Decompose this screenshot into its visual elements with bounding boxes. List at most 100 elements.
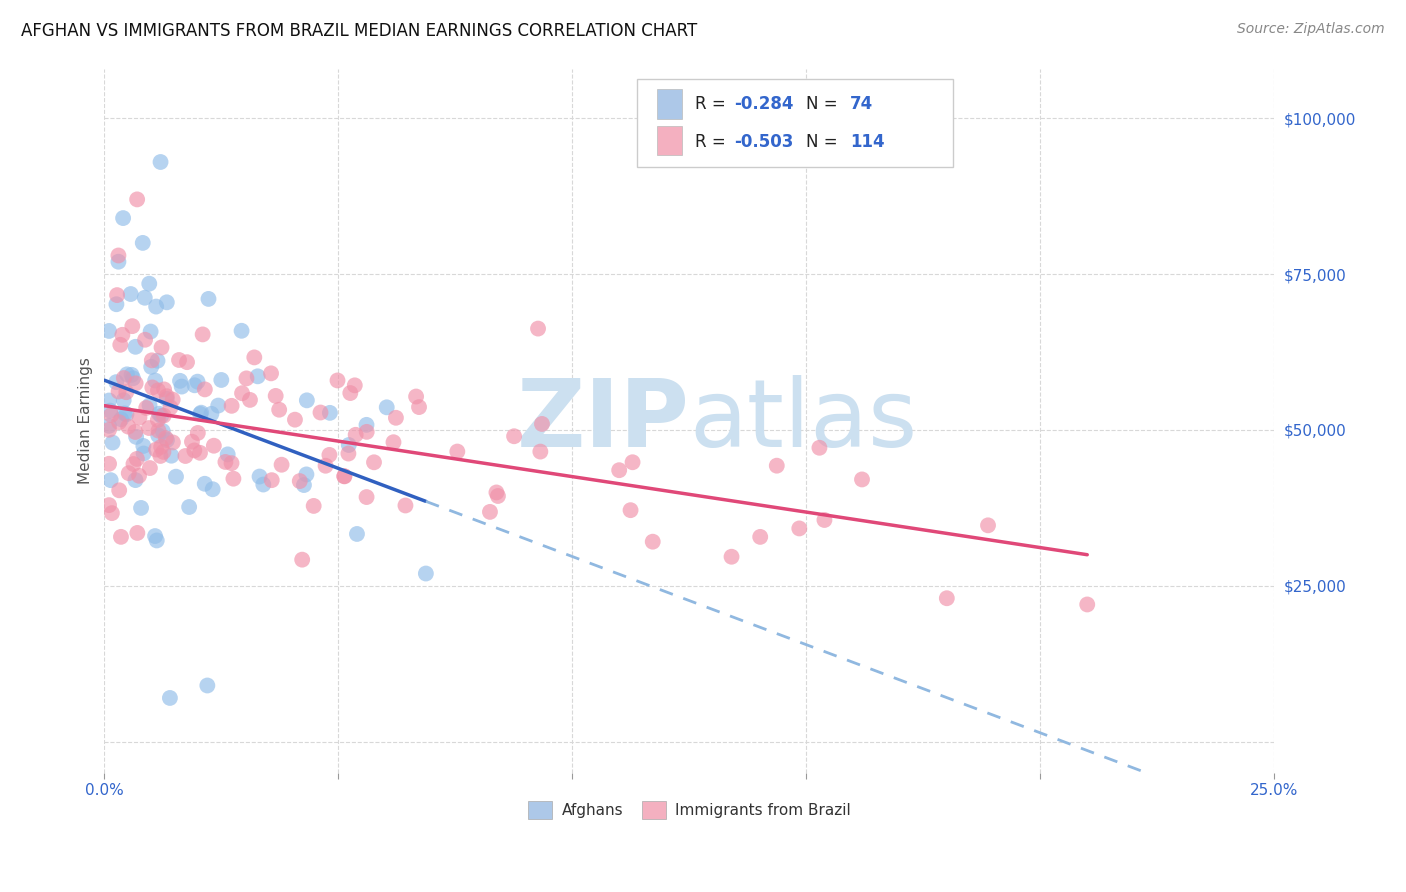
Point <box>138 421 160 435</box>
Legend: Afghans, Immigrants from Brazil: Afghans, Immigrants from Brazil <box>522 795 858 825</box>
Point <box>478 505 501 519</box>
Point <box>1076 598 1098 612</box>
Point <box>134 333 156 347</box>
Point <box>105 288 128 302</box>
Point <box>124 473 146 487</box>
Point <box>315 458 337 473</box>
Point <box>121 319 143 334</box>
Point <box>118 466 141 480</box>
Point <box>100 473 122 487</box>
Point <box>529 444 551 458</box>
Point <box>176 355 198 369</box>
Point <box>127 193 149 207</box>
Point <box>209 373 232 387</box>
Point <box>375 401 398 415</box>
Point <box>207 399 229 413</box>
Point <box>195 678 218 692</box>
Point <box>98 423 121 437</box>
Point <box>100 408 122 422</box>
Point <box>408 400 430 414</box>
Point <box>935 591 957 606</box>
Point <box>851 472 873 486</box>
Text: Source: ZipAtlas.com: Source: ZipAtlas.com <box>1237 22 1385 37</box>
Point <box>343 378 366 392</box>
Point <box>152 409 174 423</box>
Point <box>288 474 311 488</box>
Point <box>132 235 155 250</box>
Point <box>170 379 193 393</box>
Point <box>145 533 167 548</box>
Point <box>127 525 149 540</box>
Point <box>146 353 169 368</box>
Point <box>319 406 342 420</box>
Point <box>231 386 253 401</box>
Point <box>114 407 136 421</box>
Point <box>107 384 129 399</box>
Point <box>326 374 349 388</box>
Point <box>260 473 283 487</box>
Point <box>115 368 138 382</box>
Point <box>787 521 810 535</box>
Point <box>346 527 368 541</box>
Point <box>145 300 167 314</box>
Point <box>194 383 217 397</box>
Point <box>239 392 262 407</box>
Point <box>143 529 166 543</box>
Point <box>221 456 243 470</box>
Point <box>337 438 360 452</box>
Text: ZIP: ZIP <box>516 375 689 467</box>
Point <box>122 457 145 471</box>
Point <box>222 472 245 486</box>
Point <box>720 549 742 564</box>
Point <box>405 390 427 404</box>
Point <box>188 407 211 421</box>
Point <box>252 477 274 491</box>
Point <box>486 489 509 503</box>
Point <box>150 409 173 423</box>
Point <box>98 403 121 417</box>
Text: N =: N = <box>807 95 844 113</box>
Point <box>148 428 170 442</box>
Point <box>160 449 183 463</box>
Point <box>145 442 167 457</box>
Point <box>446 444 468 458</box>
Point <box>117 419 139 434</box>
Point <box>124 425 146 439</box>
Point <box>112 371 135 385</box>
Point <box>121 368 143 382</box>
Point <box>214 455 236 469</box>
Point <box>148 407 170 421</box>
Point <box>139 461 162 475</box>
Point <box>135 401 157 415</box>
Point <box>139 325 162 339</box>
Point <box>356 425 378 439</box>
Point <box>110 530 132 544</box>
Point <box>749 530 772 544</box>
Point <box>619 503 641 517</box>
Point <box>202 439 225 453</box>
Point <box>128 410 150 425</box>
Point <box>143 374 166 388</box>
Point <box>108 415 131 429</box>
Point <box>270 458 292 472</box>
Point <box>201 482 224 496</box>
Point <box>107 248 129 262</box>
Point <box>385 410 408 425</box>
Point <box>808 441 831 455</box>
Point <box>264 389 287 403</box>
Point <box>132 439 155 453</box>
Point <box>249 469 271 483</box>
Bar <box>657 126 682 155</box>
Point <box>128 468 150 483</box>
Point <box>108 483 131 498</box>
Point <box>146 384 169 398</box>
Point <box>138 277 160 291</box>
Text: 74: 74 <box>849 95 873 113</box>
Point <box>503 429 526 443</box>
Point <box>156 392 179 406</box>
Point <box>235 371 257 385</box>
Point <box>155 431 177 445</box>
Point <box>115 407 138 421</box>
Point <box>101 506 124 520</box>
Point <box>187 425 209 440</box>
